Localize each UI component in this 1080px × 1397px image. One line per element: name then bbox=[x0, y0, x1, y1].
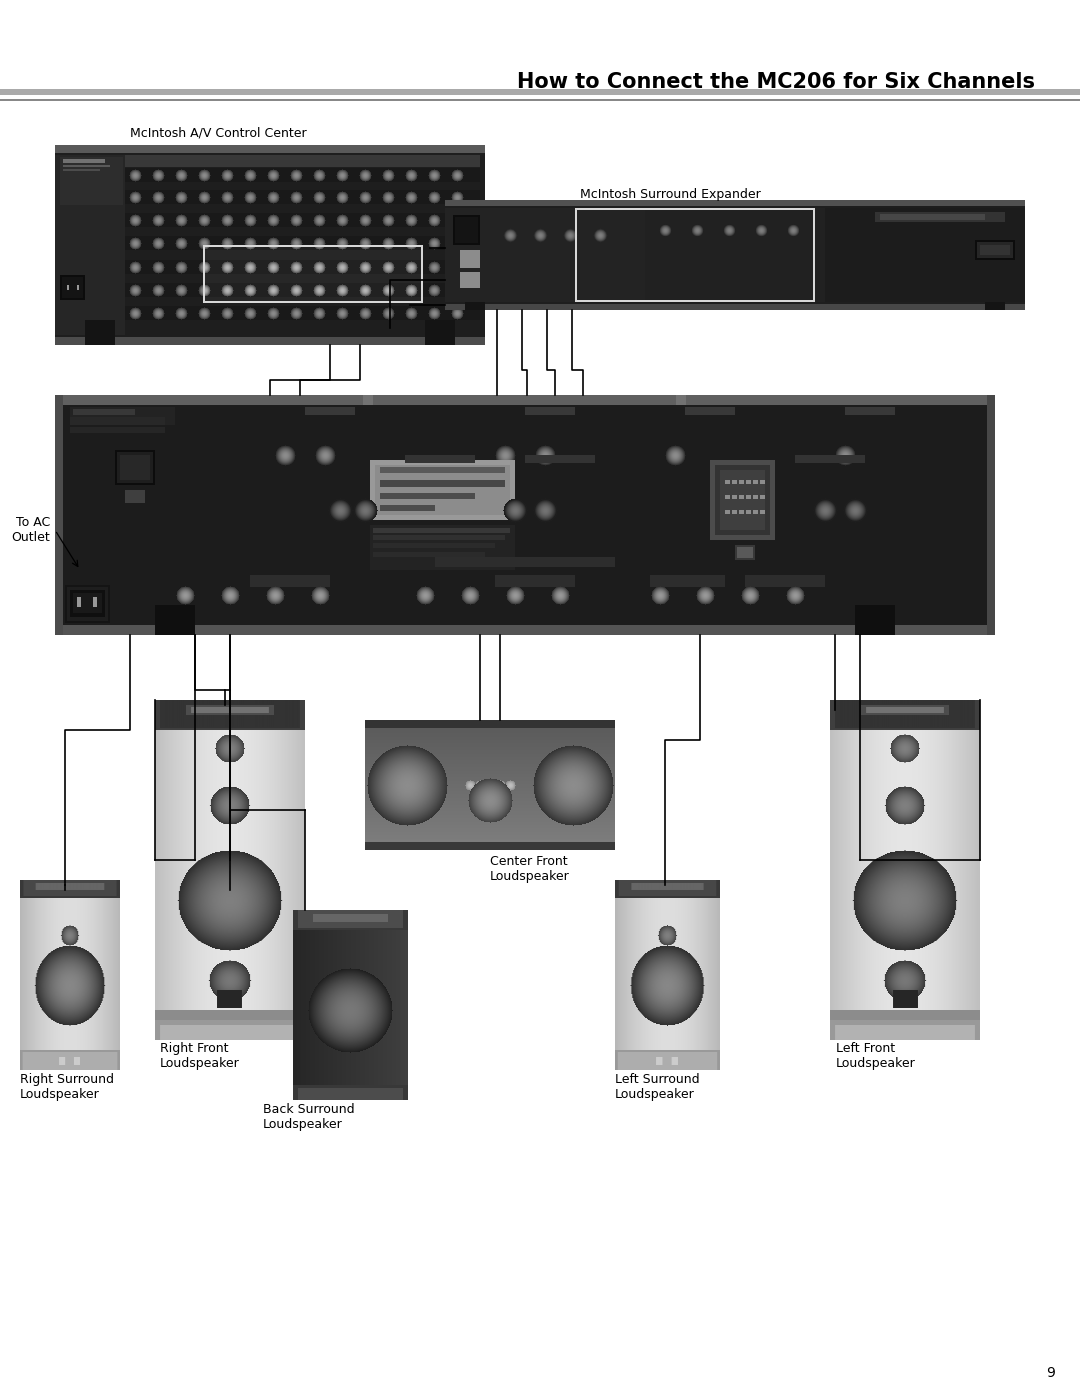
Text: Left Front
Loudspeaker: Left Front Loudspeaker bbox=[836, 1042, 916, 1070]
Bar bbox=[0, 99, 1080, 101]
Text: To AC
Outlet: To AC Outlet bbox=[11, 515, 50, 543]
Text: McIntosh Surround Expander: McIntosh Surround Expander bbox=[580, 189, 760, 201]
Text: Back Surround
Loudspeaker: Back Surround Loudspeaker bbox=[264, 1104, 354, 1132]
Bar bbox=[0, 89, 1080, 95]
Text: Right Surround
Loudspeaker: Right Surround Loudspeaker bbox=[21, 1073, 114, 1101]
Bar bbox=[0, 0, 1080, 89]
Text: Right Front
Loudspeaker: Right Front Loudspeaker bbox=[160, 1042, 240, 1070]
Text: McIntosh A/V Control Center: McIntosh A/V Control Center bbox=[130, 127, 307, 140]
Text: Left Surround
Loudspeaker: Left Surround Loudspeaker bbox=[615, 1073, 700, 1101]
Text: How to Connect the MC206 for Six Channels: How to Connect the MC206 for Six Channel… bbox=[517, 73, 1035, 92]
Text: Center Front
Loudspeaker: Center Front Loudspeaker bbox=[490, 855, 570, 883]
Text: 9: 9 bbox=[1047, 1366, 1055, 1380]
